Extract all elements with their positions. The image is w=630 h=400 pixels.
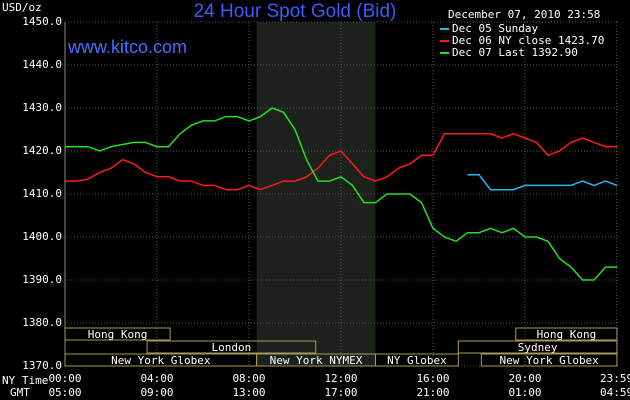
session-label: Sydney bbox=[518, 341, 558, 354]
session-box bbox=[64, 327, 171, 341]
x2-tick-label: 05:00 bbox=[48, 386, 81, 399]
y-tick-label: 1390.0 bbox=[22, 273, 62, 286]
x2-axis-label: GMT bbox=[10, 386, 30, 399]
session-box bbox=[146, 340, 317, 354]
session-label: Hong Kong bbox=[88, 328, 148, 341]
y-tick-label: 1380.0 bbox=[22, 316, 62, 329]
series-line bbox=[467, 173, 618, 191]
x2-tick-label: 09:00 bbox=[140, 386, 173, 399]
y-tick-label: 1400.0 bbox=[22, 230, 62, 243]
y-tick-label: 1440.0 bbox=[22, 58, 62, 71]
x-tick-label: 08:00 bbox=[232, 372, 265, 385]
timestamp: December 07, 2010 23:58 bbox=[448, 8, 600, 21]
session-label: New York NYMEX bbox=[270, 354, 363, 367]
y-tick-label: 1410.0 bbox=[22, 187, 62, 200]
session-box bbox=[375, 353, 459, 367]
y-tick-label: 1430.0 bbox=[22, 101, 62, 114]
y-axis-label: USD/oz bbox=[2, 1, 42, 14]
legend-label: Dec 06 NY close 1423.70 bbox=[452, 34, 604, 47]
x2-tick-label: 01:00 bbox=[508, 386, 541, 399]
session-shade bbox=[256, 22, 376, 366]
subtitle: www.kitco.com bbox=[67, 37, 187, 57]
x-tick-label: 12:00 bbox=[324, 372, 357, 385]
x-tick-label: 00:00 bbox=[48, 372, 81, 385]
x2-tick-label: 13:00 bbox=[232, 386, 265, 399]
session-box bbox=[480, 353, 618, 367]
series-line bbox=[65, 107, 617, 281]
x-axis-label: NY Time bbox=[2, 374, 48, 387]
legend-label: Dec 05 Sunday bbox=[452, 22, 538, 35]
plot-back bbox=[64, 21, 620, 367]
session-label: London bbox=[212, 341, 252, 354]
y-tick-label: 1450.0 bbox=[22, 15, 62, 28]
session-box bbox=[457, 340, 618, 354]
session-label: New York Globex bbox=[111, 354, 211, 367]
session-label: Hong Kong bbox=[537, 328, 597, 341]
y-tick-label: 1420.0 bbox=[22, 144, 62, 157]
x-tick-label: 04:00 bbox=[140, 372, 173, 385]
session-label: NY Globex bbox=[387, 354, 447, 367]
y-tick-label: 1370.0 bbox=[22, 359, 62, 372]
chart-title: 24 Hour Spot Gold (Bid) bbox=[194, 1, 397, 22]
x-tick-label: 20:00 bbox=[508, 372, 541, 385]
x-tick-label: 16:00 bbox=[416, 372, 449, 385]
session-label: New York Globex bbox=[499, 354, 599, 367]
legend-label: Dec 07 Last 1392.90 bbox=[452, 46, 578, 59]
x2-tick-label: 17:00 bbox=[324, 386, 357, 399]
series-line bbox=[65, 132, 617, 191]
x2-tick-label: 04:59 bbox=[600, 386, 630, 399]
x-tick-label: 23:59 bbox=[600, 372, 630, 385]
session-box bbox=[515, 327, 618, 341]
x2-tick-label: 21:00 bbox=[416, 386, 449, 399]
